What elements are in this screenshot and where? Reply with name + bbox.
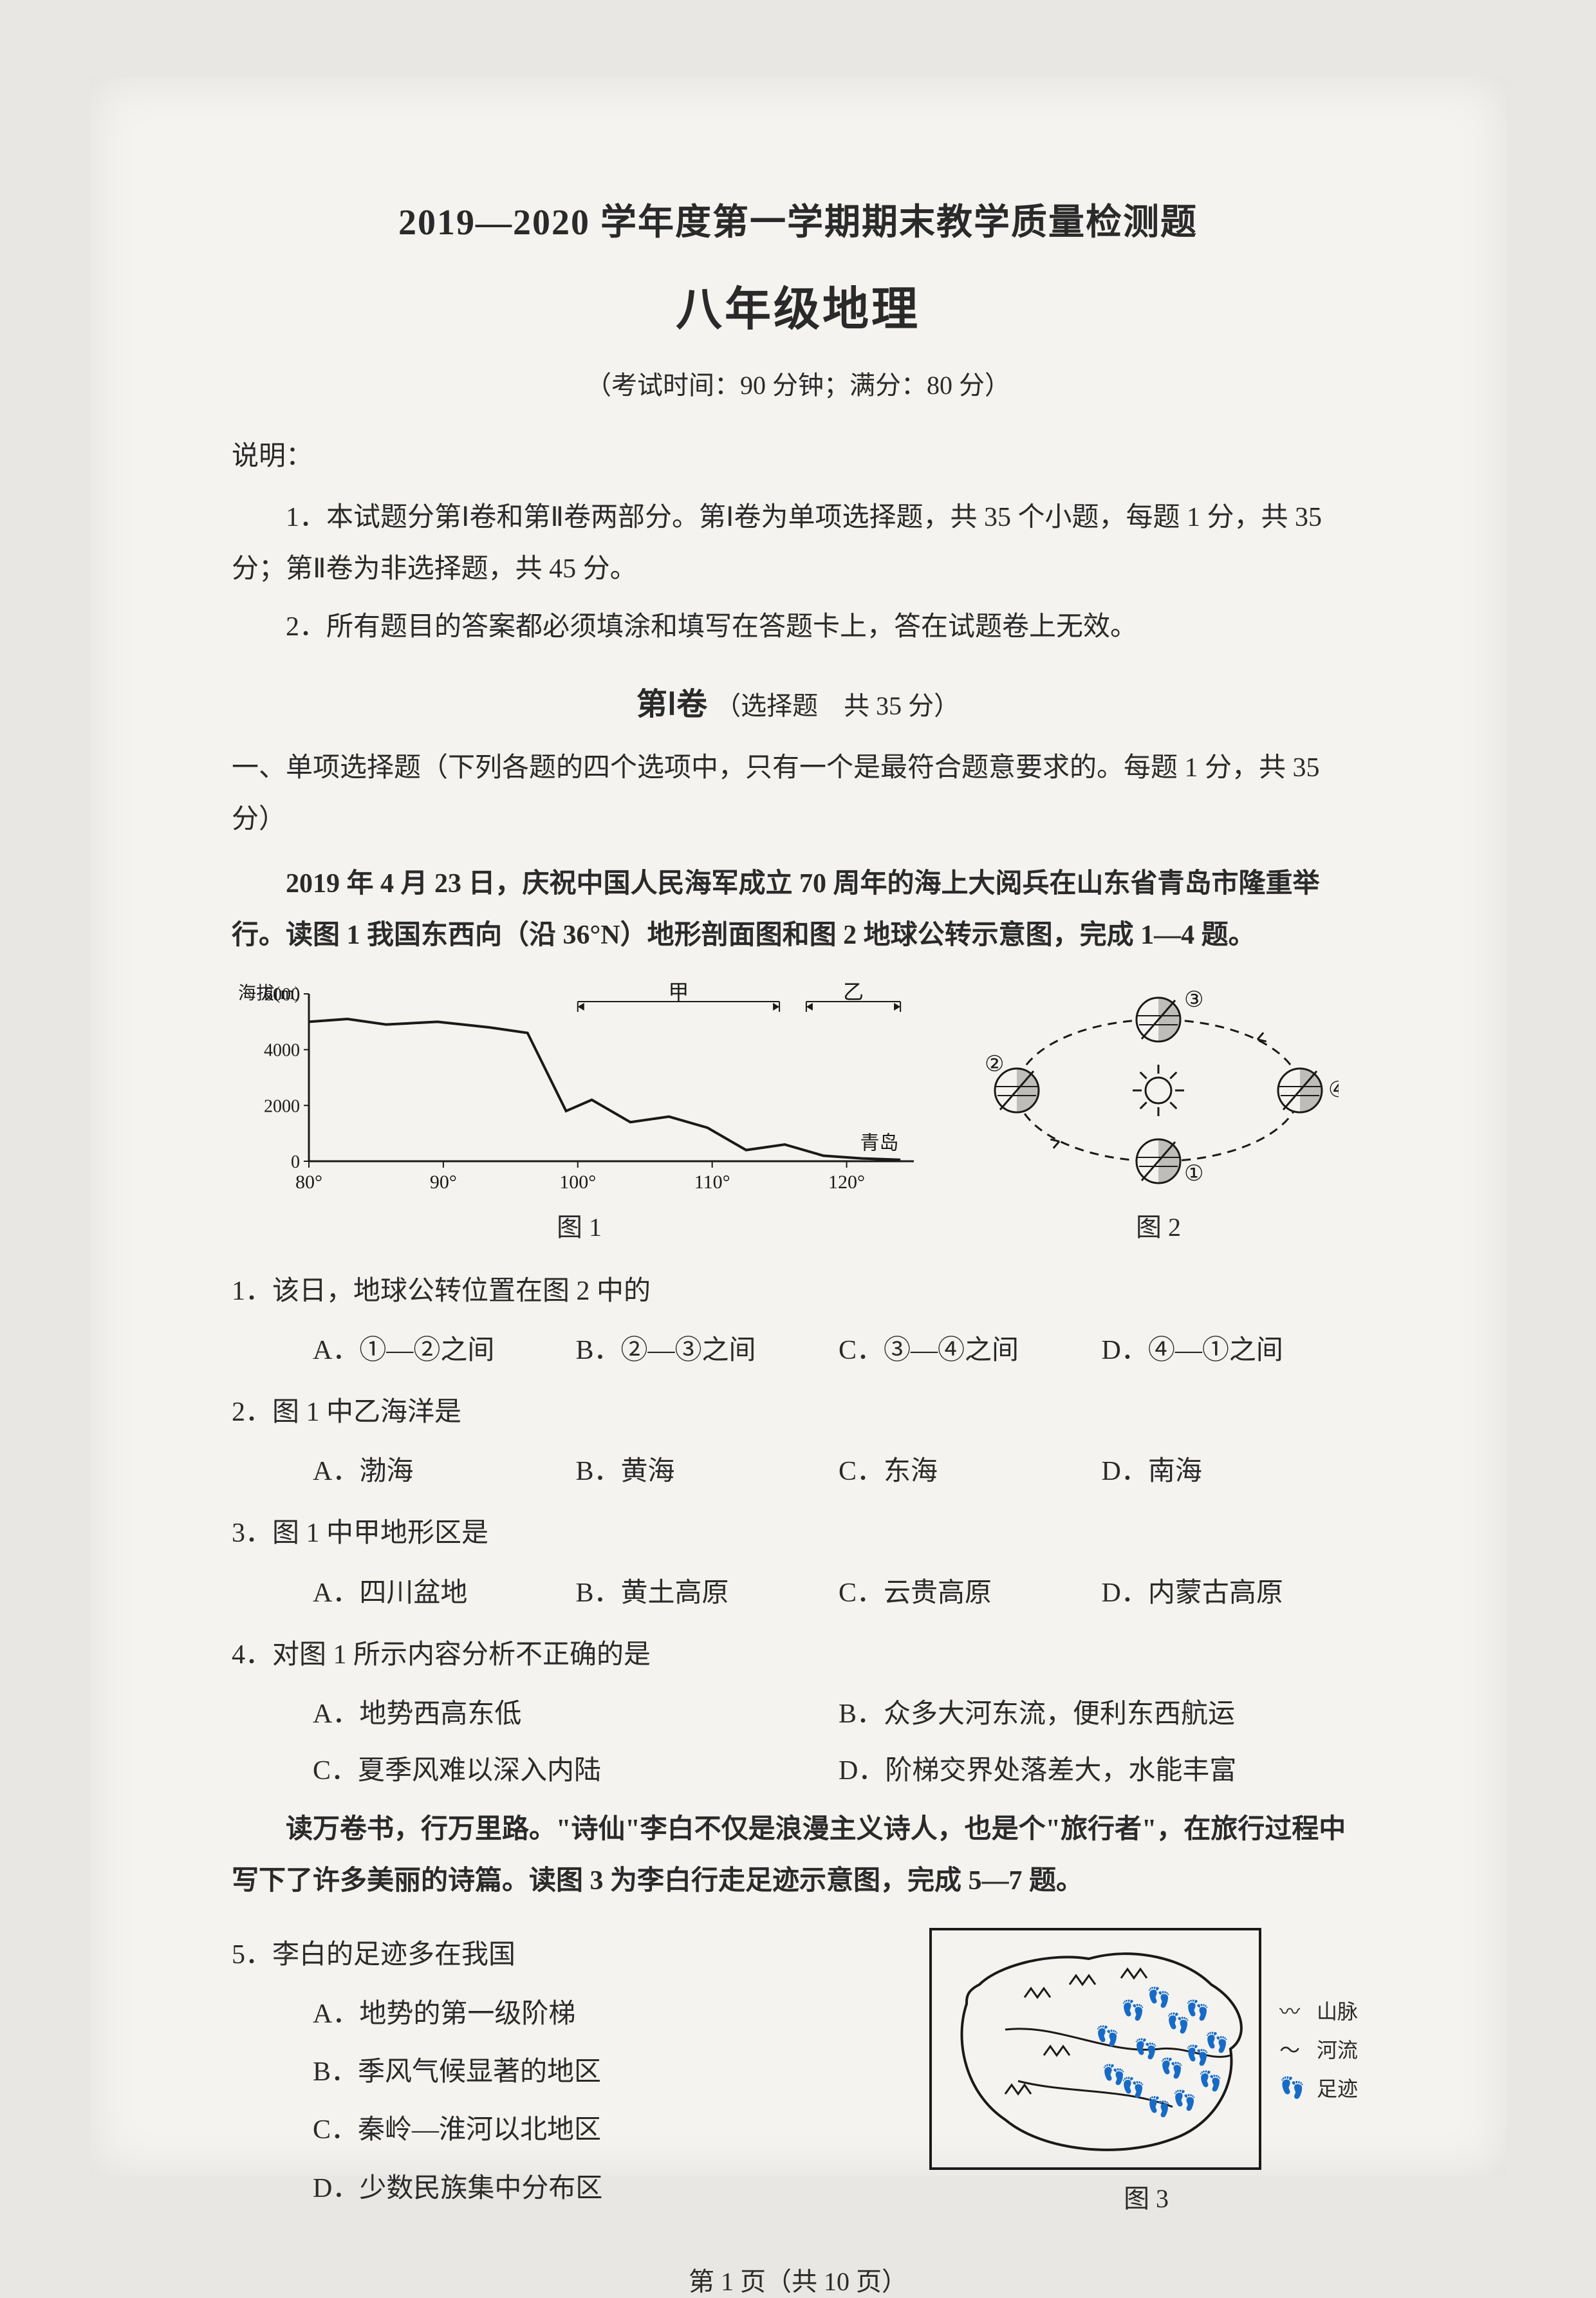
question-5-option-d: D．少数民族集中分布区 bbox=[313, 2160, 889, 2217]
svg-text:①: ① bbox=[1184, 1162, 1203, 1186]
question-5-option-a: A．地势的第一级阶梯 bbox=[313, 1986, 889, 2042]
svg-text:👣: 👣 bbox=[1121, 1998, 1145, 2022]
question-2: 2．图 1 中乙海洋是A．渤海B．黄海C．东海D．南海 bbox=[232, 1384, 1364, 1500]
instruction-1: 1．本试题分第Ⅰ卷和第Ⅱ卷两部分。第Ⅰ卷为单项选择题，共 35 个小题，每题 1… bbox=[232, 492, 1364, 595]
legend-mountain-icon: 〰 bbox=[1274, 1992, 1310, 2029]
svg-text:青岛: 青岛 bbox=[860, 1132, 898, 1154]
figure-row-1-2: 海拔(m)600040002000080°90°100°110°120°甲乙青岛… bbox=[232, 981, 1364, 1244]
question-4-option-b: B．众多大河东流，便利东西航运 bbox=[839, 1686, 1364, 1742]
question-5-option-c: C．秦岭—淮河以北地区 bbox=[313, 2102, 889, 2158]
legend-mountain-label: 山脉 bbox=[1312, 1992, 1363, 2029]
legend-river-icon: 〜 bbox=[1274, 2030, 1310, 2068]
svg-text:👣: 👣 bbox=[1173, 2088, 1196, 2112]
svg-text:👣: 👣 bbox=[1095, 2024, 1119, 2048]
section-1-instruction: 一、单项选择题（下列各题的四个选项中，只有一个是最符合题意要求的。每题 1 分，… bbox=[232, 743, 1364, 846]
svg-text:2000: 2000 bbox=[264, 1096, 300, 1116]
svg-text:④: ④ bbox=[1328, 1078, 1339, 1102]
title-main: 2019—2020 学年度第一学期期末教学质量检测题 bbox=[232, 193, 1364, 245]
question-4-option-c: C．夏季风难以深入内陆 bbox=[313, 1742, 839, 1799]
svg-text:👣: 👣 bbox=[1147, 2095, 1171, 2118]
question-3: 3．图 1 中甲地形区是A．四川盆地B．黄土高原C．云贵高原D．内蒙古高原 bbox=[232, 1505, 1364, 1621]
figure-3-block: 👣👣👣👣👣👣👣👣👣👣👣👣👣👣 〰山脉 〜河流 👣足迹 图 3 bbox=[928, 1927, 1364, 2215]
question-1-option-c: C．③—④之间 bbox=[839, 1322, 1102, 1379]
passage-2: 读万卷书，行万里路。"诗仙"李白不仅是浪漫主义诗人，也是个"旅行者"，在旅行过程… bbox=[232, 1804, 1364, 1907]
figure-2-diagram: ① ② ③ ④ bbox=[978, 981, 1339, 1200]
question-2-option-b: B．黄海 bbox=[576, 1443, 839, 1500]
legend-footprint-label: 足迹 bbox=[1312, 2069, 1363, 2106]
question-3-options: A．四川盆地B．黄土高原C．云贵高原D．内蒙古高原 bbox=[232, 1565, 1364, 1621]
svg-text:90°: 90° bbox=[430, 1172, 457, 1193]
svg-text:👣: 👣 bbox=[1160, 2056, 1183, 2080]
question-4-option-a: A．地势西高东低 bbox=[313, 1686, 839, 1742]
question-3-option-c: C．云贵高原 bbox=[839, 1565, 1102, 1621]
instruction-2: 2．所有题目的答案都必须填涂和填写在答题卡上，答在试题卷上无效。 bbox=[232, 602, 1364, 653]
svg-text:👣: 👣 bbox=[1198, 2069, 1222, 2093]
svg-text:110°: 110° bbox=[694, 1172, 730, 1193]
legend-footprint-icon: 👣 bbox=[1274, 2069, 1310, 2106]
figure-1-chart: 海拔(m)600040002000080°90°100°110°120°甲乙青岛 bbox=[232, 981, 927, 1200]
figure-3-map: 👣👣👣👣👣👣👣👣👣👣👣👣👣👣 bbox=[928, 1927, 1263, 2171]
svg-text:乙: 乙 bbox=[843, 981, 864, 1004]
question-4: 4．对图 1 所示内容分析不正确的是A．地势西高东低B．众多大河东流，便利东西航… bbox=[232, 1627, 1364, 1800]
figure-3-legend: 〰山脉 〜河流 👣足迹 bbox=[1273, 1990, 1364, 2107]
question-2-options: A．渤海B．黄海C．东海D．南海 bbox=[232, 1443, 1364, 1500]
figure-1-block: 海拔(m)600040002000080°90°100°110°120°甲乙青岛… bbox=[232, 981, 927, 1244]
legend-river-label: 河流 bbox=[1312, 2030, 1363, 2068]
question-3-stem: 3．图 1 中甲地形区是 bbox=[232, 1505, 1364, 1562]
question-4-stem: 4．对图 1 所示内容分析不正确的是 bbox=[232, 1627, 1364, 1683]
question-2-option-d: D．南海 bbox=[1102, 1443, 1365, 1500]
question-2-option-a: A．渤海 bbox=[313, 1443, 576, 1500]
svg-text:②: ② bbox=[985, 1052, 1004, 1076]
question-3-option-a: A．四川盆地 bbox=[313, 1565, 576, 1621]
question-3-option-b: B．黄土高原 bbox=[576, 1565, 839, 1621]
exam-page: 2019—2020 学年度第一学期期末教学质量检测题 八年级地理 （考试时间：9… bbox=[90, 77, 1506, 2176]
svg-text:甲: 甲 bbox=[668, 981, 689, 1004]
section-1-header: 第Ⅰ卷 （选择题 共 35 分） bbox=[232, 678, 1364, 724]
svg-text:120°: 120° bbox=[828, 1172, 865, 1193]
page-footer: 第 1 页（共 10 页） bbox=[232, 2261, 1364, 2298]
svg-text:6000: 6000 bbox=[264, 985, 300, 1005]
question-2-stem: 2．图 1 中乙海洋是 bbox=[232, 1384, 1364, 1441]
title-sub: 八年级地理 bbox=[232, 271, 1364, 339]
svg-text:100°: 100° bbox=[559, 1172, 596, 1193]
question-3-option-d: D．内蒙古高原 bbox=[1102, 1565, 1365, 1621]
svg-text:👣: 👣 bbox=[1185, 1998, 1209, 2022]
svg-text:4000: 4000 bbox=[264, 1040, 300, 1060]
question-4-option-d: D．阶梯交界处落差大，水能丰富 bbox=[839, 1742, 1364, 1799]
question-5-option-b: B．季风气候显著的地区 bbox=[313, 2044, 889, 2100]
section-1-main: 第Ⅰ卷 bbox=[636, 687, 707, 722]
svg-text:0: 0 bbox=[291, 1152, 300, 1172]
question-5-stem: 5．李白的足迹多在我国 bbox=[232, 1927, 889, 1983]
question-1-stem: 1．该日，地球公转位置在图 2 中的 bbox=[232, 1263, 1364, 1320]
svg-text:👣: 👣 bbox=[1147, 1985, 1171, 2009]
section-1-paren: （选择题 共 35 分） bbox=[715, 691, 960, 720]
question-1-options: A．①—②之间B．②—③之间C．③—④之间D．④—①之间 bbox=[232, 1322, 1364, 1379]
exam-info: （考试时间：90 分钟；满分：80 分） bbox=[232, 364, 1364, 402]
passage-1: 2019 年 4 月 23 日，庆祝中国人民海军成立 70 周年的海上大阅兵在山… bbox=[232, 859, 1364, 962]
figure-2-block: ① ② ③ ④ 图 2 bbox=[978, 981, 1339, 1244]
question-1-option-a: A．①—②之间 bbox=[313, 1322, 576, 1379]
question-1: 1．该日，地球公转位置在图 2 中的A．①—②之间B．②—③之间C．③—④之间D… bbox=[232, 1263, 1364, 1379]
svg-text:👣: 👣 bbox=[1102, 2062, 1126, 2086]
svg-text:👣: 👣 bbox=[1205, 2030, 1229, 2054]
question-2-option-c: C．东海 bbox=[839, 1443, 1102, 1500]
figure-2-caption: 图 2 bbox=[1136, 1206, 1181, 1244]
question-5-options: A．地势的第一级阶梯B．季风气候显著的地区C．秦岭—淮河以北地区D．少数民族集中… bbox=[232, 1986, 889, 2217]
svg-text:③: ③ bbox=[1184, 988, 1203, 1012]
figure-3-caption: 图 3 bbox=[1124, 2178, 1169, 2215]
question-5: 5．李白的足迹多在我国A．地势的第一级阶梯B．季风气候显著的地区C．秦岭—淮河以… bbox=[232, 1927, 889, 2217]
svg-text:80°: 80° bbox=[295, 1172, 322, 1193]
svg-text:👣: 👣 bbox=[1134, 2037, 1158, 2060]
instructions-label: 说明： bbox=[232, 434, 1364, 473]
question-1-option-d: D．④—①之间 bbox=[1102, 1322, 1365, 1379]
question-1-option-b: B．②—③之间 bbox=[576, 1322, 839, 1379]
question-4-options: A．地势西高东低B．众多大河东流，便利东西航运C．夏季风难以深入内陆D．阶梯交界… bbox=[232, 1686, 1364, 1799]
figure-1-caption: 图 1 bbox=[557, 1206, 602, 1244]
q5-with-figure: 5．李白的足迹多在我国A．地势的第一级阶梯B．季风气候显著的地区C．秦岭—淮河以… bbox=[232, 1927, 1364, 2222]
